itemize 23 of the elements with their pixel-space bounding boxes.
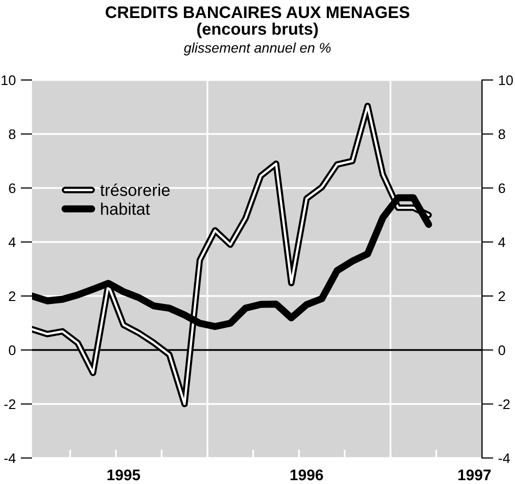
y-tick-label: -4 [4, 453, 16, 464]
y-tick-label: 2 [9, 291, 16, 302]
x-tick-label: 1997 [458, 470, 491, 480]
y2-tick-label: 2 [498, 291, 505, 302]
y2-tick-label: 0 [498, 345, 506, 356]
y2-tick-label: 4 [498, 237, 506, 248]
chart-subtitle: glissement annuel en % [184, 42, 331, 56]
chart-title: CREDITS BANCAIRES AUX MENAGES (encours bruts) [106, 6, 410, 38]
y2-tick-label: 6 [498, 183, 506, 194]
y2-tick-label: -2 [498, 399, 510, 410]
y2-tick-label: -4 [498, 453, 510, 464]
y-tick-label: 0 [8, 345, 16, 356]
y-tick-label: 8 [8, 129, 16, 140]
legend-label: habitat [101, 202, 150, 215]
y-tick-label: 6 [9, 183, 16, 194]
y2-tick-label: 8 [498, 129, 506, 140]
x-tick-label: 1996 [290, 470, 324, 480]
y-tick-label: 10 [2, 75, 16, 86]
y-tick-label: 4 [8, 237, 16, 248]
y2-tick-label: 10 [499, 75, 513, 86]
legend-label: trésorerie [100, 184, 170, 196]
y-tick-label: -2 [4, 399, 16, 410]
x-tick-label: 1995 [107, 470, 140, 480]
